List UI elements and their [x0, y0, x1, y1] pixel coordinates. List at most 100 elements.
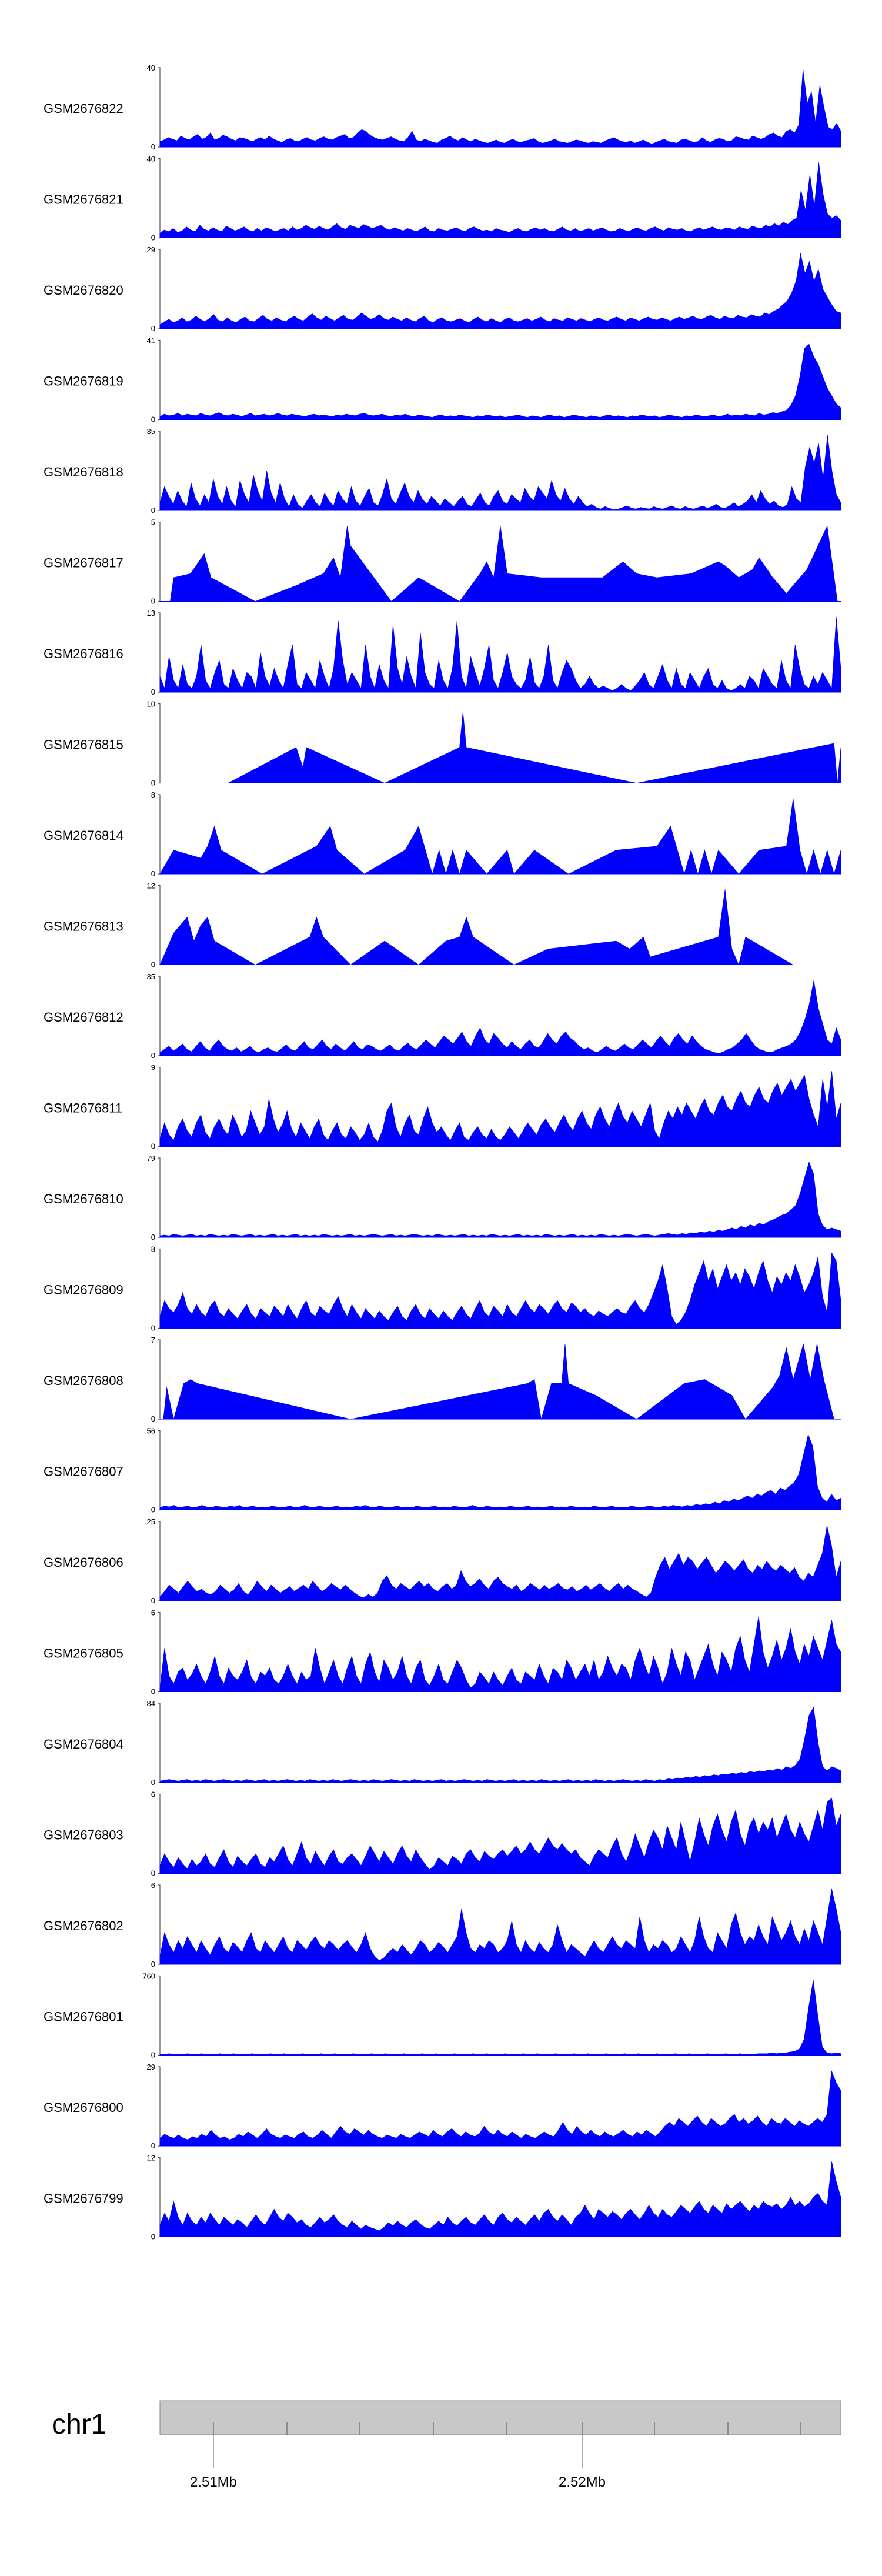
track-y-max-label: 79	[147, 1154, 155, 1163]
track-y-zero-label: 0	[151, 869, 155, 878]
track-y-max-label: 84	[147, 1699, 155, 1708]
track-y-max-label: 12	[147, 882, 155, 890]
track-y-axis	[158, 1793, 161, 1874]
track-GSM2676799: GSM2676799 12 0	[44, 2154, 841, 2241]
track-label: GSM2676811	[44, 1101, 122, 1116]
track-label: GSM2676820	[44, 283, 123, 298]
track-label: GSM2676804	[44, 1737, 123, 1751]
track-y-zero-label: 0	[151, 1414, 155, 1423]
track-y-axis	[158, 885, 161, 966]
track-y-max-label: 56	[147, 1427, 155, 1436]
track-y-zero-label: 0	[151, 1869, 155, 1878]
track-label: GSM2676808	[44, 1373, 123, 1388]
track-y-axis	[158, 703, 161, 784]
track-GSM2676806: GSM2676806 25 0	[44, 1517, 841, 1605]
track-label: GSM2676822	[44, 101, 123, 116]
track-y-zero-label: 0	[151, 779, 155, 788]
track-label: GSM2676821	[44, 192, 123, 207]
coverage-area	[159, 2161, 841, 2237]
track-y-zero-label: 0	[151, 506, 155, 515]
track-GSM2676805: GSM2676805 6 0	[44, 1609, 841, 1696]
track-y-max-label: 8	[151, 1245, 155, 1254]
track-label: GSM2676800	[44, 2100, 123, 2115]
track-label: GSM2676815	[44, 738, 123, 752]
tracks-layer: GSM2676822400GSM2676821400GSM2676820290G…	[44, 64, 841, 2241]
track-GSM2676812: GSM2676812 35 0	[44, 972, 841, 1060]
track-GSM2676817: GSM2676817 5 0	[44, 518, 841, 606]
track-y-axis	[158, 2157, 161, 2238]
track-label: GSM2676809	[44, 1283, 123, 1297]
track-y-zero-label: 0	[151, 233, 155, 242]
coverage-area	[159, 1252, 841, 1329]
track-y-zero-label: 0	[151, 142, 155, 151]
track-y-max-label: 5	[151, 518, 155, 527]
track-y-axis	[158, 1703, 161, 1783]
track-y-max-label: 12	[147, 2154, 155, 2163]
track-GSM2676800: GSM2676800 29 0	[44, 2063, 841, 2150]
track-y-max-label: 25	[147, 1517, 155, 1526]
track-label: GSM2676817	[44, 556, 123, 570]
track-GSM2676802: GSM2676802 6 0	[44, 1881, 841, 1968]
track-GSM2676810: GSM2676810 79 0	[44, 1154, 841, 1242]
track-y-zero-label: 0	[151, 597, 155, 606]
position-tick-label-1: 2.51Mb	[190, 2474, 237, 2490]
track-GSM2676801: GSM2676801 760 0	[44, 1972, 841, 2060]
track-y-max-label: 40	[147, 155, 155, 163]
track-y-axis	[158, 431, 161, 511]
track-y-axis	[158, 67, 161, 148]
track-y-axis	[158, 1611, 161, 1693]
track-label: GSM2676819	[44, 374, 123, 389]
coverage-area	[159, 980, 841, 1056]
track-y-max-label: 29	[147, 2063, 155, 2071]
track-y-max-label: 8	[151, 790, 155, 799]
ideogram-ticks	[213, 2422, 801, 2468]
track-GSM2676822: GSM2676822 40 0	[44, 64, 841, 151]
track-label: GSM2676803	[44, 1828, 123, 1843]
coverage-area	[159, 1434, 841, 1510]
track-GSM2676803: GSM2676803 6 0	[44, 1790, 841, 1878]
track-y-axis	[158, 1339, 161, 1420]
track-y-zero-label: 0	[151, 1596, 155, 1605]
track-y-zero-label: 0	[151, 1506, 155, 1514]
track-y-zero-label: 0	[151, 415, 155, 424]
track-y-max-label: 6	[151, 1790, 155, 1799]
track-y-zero-label: 0	[151, 1687, 155, 1696]
coverage-area	[159, 1525, 841, 1601]
track-y-zero-label: 0	[151, 1233, 155, 1242]
coverage-area	[159, 1616, 841, 1692]
track-GSM2676811: GSM2676811 9 0	[44, 1063, 841, 1151]
position-tick-label-2: 2.52Mb	[559, 2474, 606, 2490]
track-y-zero-label: 0	[151, 688, 155, 696]
track-y-axis	[158, 521, 161, 602]
coverage-area	[159, 2070, 841, 2147]
track-y-max-label: 10	[147, 700, 155, 709]
track-label: GSM2676802	[44, 1918, 123, 1933]
track-GSM2676807: GSM2676807 56 0	[44, 1427, 841, 1514]
track-y-axis	[158, 1248, 161, 1329]
track-GSM2676816: GSM2676816 13 0	[44, 609, 841, 696]
chromosome-ideogram: chr1 2.51Mb 2.52Mb	[52, 2400, 841, 2490]
track-y-max-label: 13	[147, 609, 155, 618]
track-y-axis	[158, 1430, 161, 1511]
coverage-area	[170, 525, 838, 602]
track-y-max-label: 760	[142, 1972, 155, 1981]
track-y-zero-label: 0	[151, 1960, 155, 1968]
track-y-zero-label: 0	[151, 1142, 155, 1151]
coverage-area	[163, 1343, 834, 1420]
coverage-area	[159, 1888, 841, 1965]
track-y-axis	[158, 1066, 161, 1147]
track-label: GSM2676807	[44, 1464, 123, 1479]
track-y-axis	[158, 249, 161, 329]
track-y-max-label: 6	[151, 1609, 155, 1617]
chromosome-bar	[159, 2400, 841, 2435]
track-y-axis	[158, 158, 161, 239]
track-label: GSM2676814	[44, 828, 123, 843]
track-GSM2676809: GSM2676809 8 0	[44, 1245, 841, 1333]
coverage-area	[159, 1980, 841, 2056]
track-y-axis	[158, 1157, 161, 1238]
track-y-zero-label: 0	[151, 324, 155, 333]
track-y-zero-label: 0	[151, 2051, 155, 2060]
track-y-axis	[158, 794, 161, 875]
track-label: GSM2676806	[44, 1555, 123, 1570]
